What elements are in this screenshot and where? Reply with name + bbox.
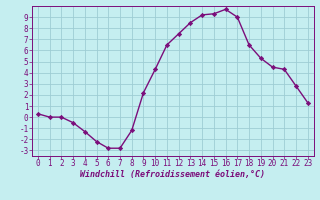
X-axis label: Windchill (Refroidissement éolien,°C): Windchill (Refroidissement éolien,°C): [80, 170, 265, 179]
